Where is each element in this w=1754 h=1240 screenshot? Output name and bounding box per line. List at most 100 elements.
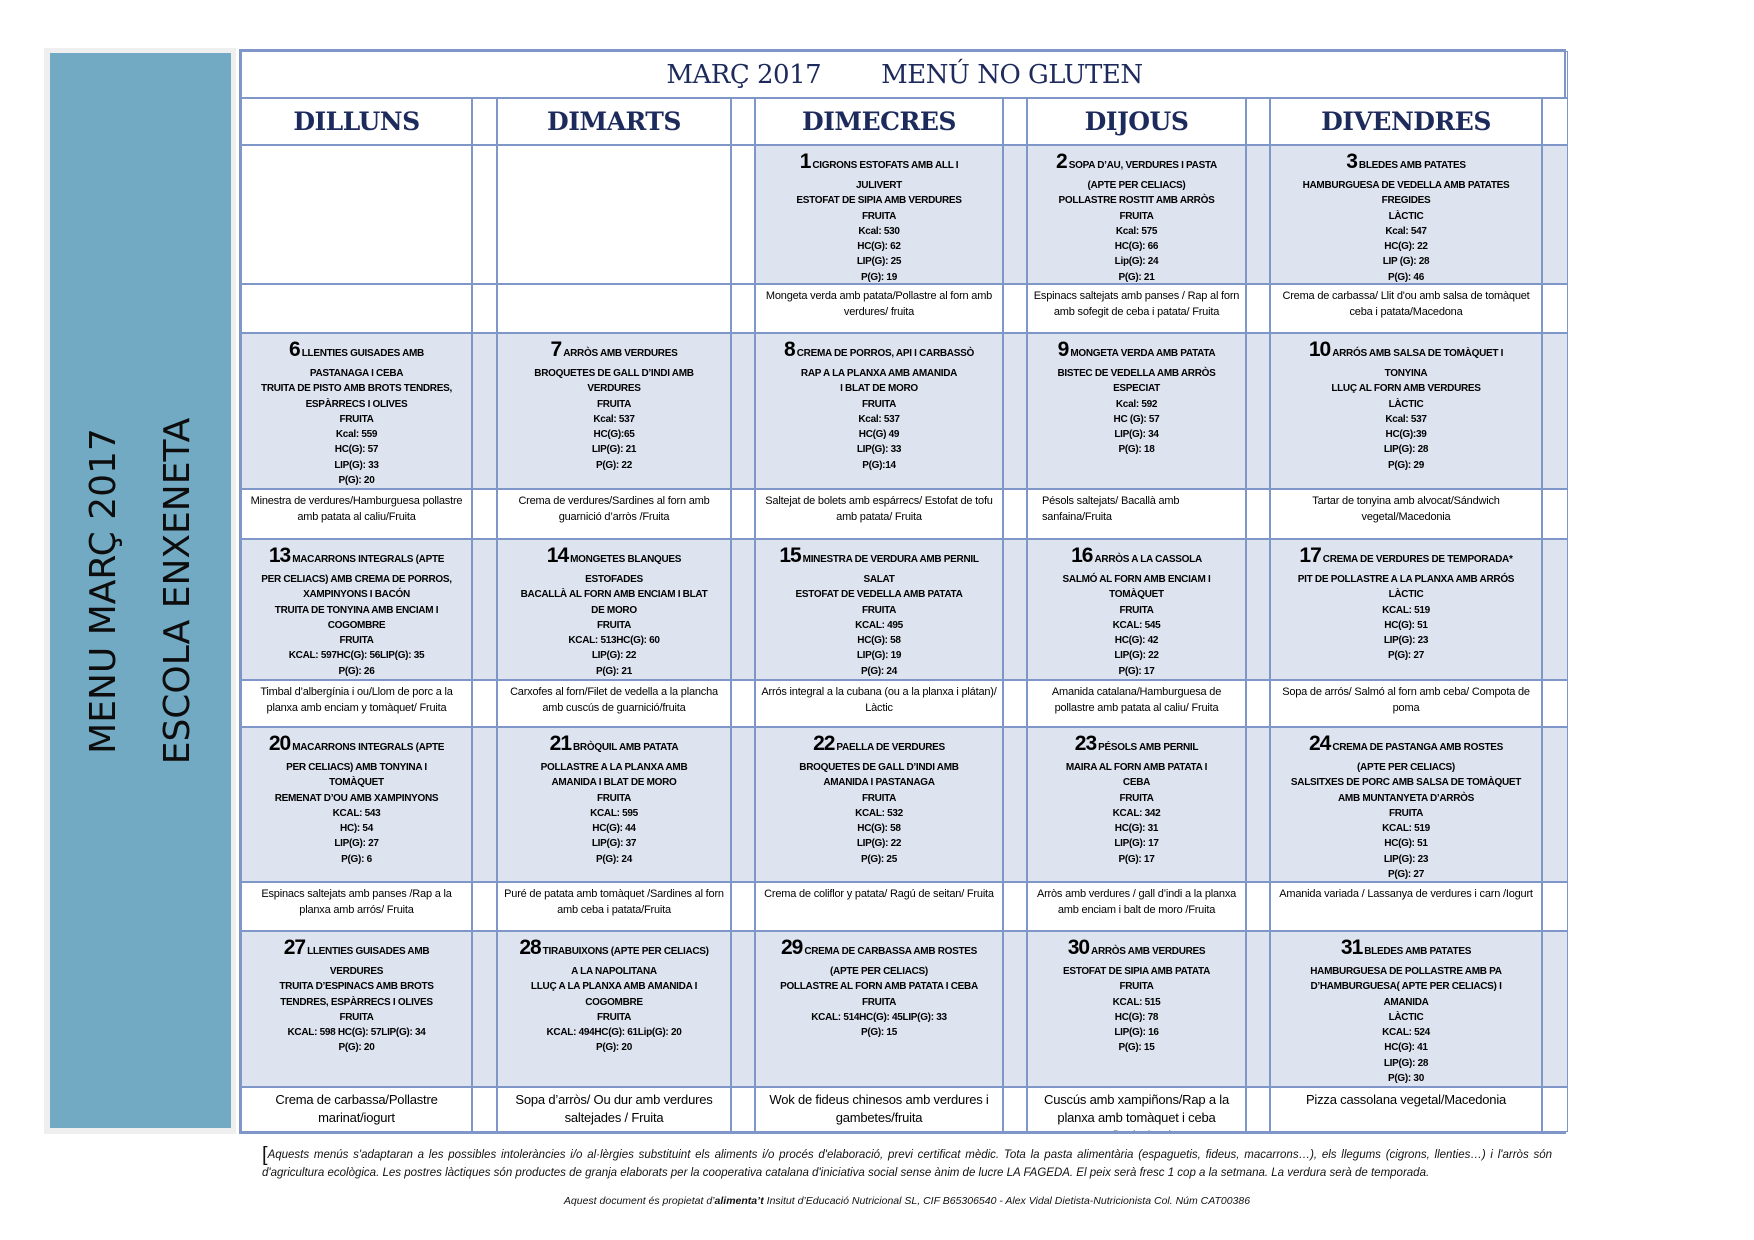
day-number: 29: [780, 936, 803, 959]
empty-day-cell: [497, 145, 731, 284]
dish-line: FRUITA: [596, 1011, 632, 1023]
nutrition-line: P(G): 15: [1118, 1042, 1155, 1054]
day-first-dish: 1 CIGRONS ESTOFATS AMB ALL I: [756, 150, 1002, 178]
dish-line: ESTOFAT DE VEDELLA AMB PATATA: [795, 589, 963, 601]
day-first-dish: 6 LLENTIES GUISADES AMB: [242, 338, 471, 366]
dinner-suggestion-13: Timbal d’albergínia i ou/Llom de porc a …: [241, 680, 472, 727]
dish-line: CEBA: [1122, 777, 1151, 789]
dish-line: (APTE PER CELIACS): [1357, 762, 1455, 773]
day-first-dish: 30 ARRÒS AMB VERDURES: [1028, 936, 1245, 964]
nutrition-line: HC (G): 57: [1113, 413, 1160, 425]
day-first-dish: 28 TIRABUIXONS (APTE PER CELIACS): [498, 936, 730, 964]
dish-line: ESTOFAT DE SIPIA AMB PATATA: [1062, 966, 1211, 977]
nutrition-line: KCAL: 494HC(G): 61Lip(G): 20: [546, 1027, 682, 1039]
nutrition-line: KCAL: 519: [1382, 823, 1430, 835]
day-first-dish: 24 CREMA DE PASTANGA AMB ROSTES: [1271, 732, 1541, 760]
column-spacer: [1542, 1087, 1568, 1132]
column-spacer: [1003, 333, 1027, 489]
day-number: 22: [813, 732, 835, 755]
dinner-suggestion-1: Mongeta verda amb patata/Pollastre al fo…: [755, 284, 1003, 333]
day-number: 31: [1340, 936, 1363, 959]
day-first-dish: 21 BRÒQUIL AMB PATATA: [498, 732, 730, 760]
dish-line: LÀCTIC: [1388, 589, 1424, 601]
nutrition-line: HC): 54: [340, 823, 373, 835]
credit-suffix: Insitut d’Educació Nutricional SL, CIF B…: [763, 1195, 1251, 1207]
column-spacer: [1003, 98, 1027, 145]
dinner-suggestion-7: Crema de verdures/Sardines al forn amb g…: [497, 489, 731, 539]
nutrition-line: LIP(G): 17: [1114, 838, 1159, 850]
dish-line: FRUITA: [861, 604, 897, 616]
nutrition-line: HC(G): 51: [1384, 838, 1428, 850]
nutrition-line: P(G): 21: [1118, 271, 1155, 283]
dish-line: LLENTIES GUISADES AMB: [301, 348, 425, 359]
nutrition-line: LIP(G): 21: [591, 444, 637, 456]
dish-line: LÀCTIC: [1388, 210, 1424, 222]
column-spacer: [472, 98, 497, 145]
sidebar-title: MENU MARÇ 2017 ESCOLA ENXENETA: [67, 417, 215, 764]
column-spacer: [472, 539, 497, 680]
dish-line: MINESTRA DE VERDURA AMB PERNIL: [802, 554, 979, 565]
weekday-header-dimecres: DIMECRES: [755, 98, 1003, 145]
dish-line: FRUITA: [1119, 792, 1154, 804]
nutrition-line: P(G): 22: [596, 459, 632, 471]
nutrition-line: HC(G): 78: [1114, 1011, 1159, 1023]
dish-line: CIGRONS ESTOFATS AMB ALL I: [812, 160, 959, 171]
dish-line: HAMBURGUESA DE VEDELLA AMB PATATES: [1302, 180, 1510, 191]
dish-line: (APTE PER CELIACS): [1087, 180, 1186, 191]
day-number: 8: [784, 338, 796, 361]
column-spacer: [731, 727, 755, 882]
column-spacer: [1003, 727, 1027, 882]
credit-brand: alimenta’t: [714, 1195, 764, 1207]
nutrition-line: LIP(G): 22: [1114, 650, 1159, 662]
day-cell-6: 6 LLENTIES GUISADES AMB PASTANAGA I CEBA TR…: [241, 333, 472, 489]
column-spacer: [1246, 539, 1270, 680]
month-title: MARÇ 2017: [666, 59, 822, 90]
dinner-suggestion-23: Arròs amb verdures / gall d’indi a la pl…: [1027, 882, 1246, 931]
dinner-suggestion-24: Amanida variada / Lassanya de verdures i…: [1270, 882, 1542, 931]
day-first-dish: 16 ARRÒS A LA CASSOLA: [1028, 544, 1245, 572]
dinner-suggestion-21: Puré de patata amb tomàquet /Sardines al…: [497, 882, 731, 931]
dish-line: CREMA DE PORROS, API I CARBASSÒ: [796, 348, 975, 359]
nutrition-line: P(G): 29: [1388, 459, 1424, 471]
dish-line: AMANIDA I BLAT DE MORO: [551, 777, 677, 789]
day-cell-10: 10 ARRÓS AMB SALSA DE TOMÀQUET I TONYINA LL…: [1270, 333, 1542, 489]
nutrition-line: P(G): 20: [338, 475, 375, 487]
dish-line: BLEDES AMB PATATES: [1358, 160, 1466, 171]
nutrition-line: P(G): 27: [1388, 869, 1424, 881]
weekday-header-dilluns: DILLUNS: [241, 98, 472, 145]
dish-line: CREMA DE CARBASSA AMB ROSTES: [804, 946, 978, 957]
dish-line: FRUITA: [339, 413, 374, 425]
day-cell-9: 9 MONGETA VERDA AMB PATATA BISTEC DE VEDEL…: [1027, 333, 1246, 489]
nutrition-line: HC(G): 58: [857, 823, 901, 835]
day-first-dish: 2 SOPA D’AU, VERDURES I PASTA: [1028, 150, 1245, 178]
nutrition-line: LIP(G): 16: [1114, 1027, 1159, 1039]
day-cell-2: 2 SOPA D’AU, VERDURES I PASTA (APTE PER CE…: [1027, 145, 1246, 284]
dish-line: VERDURES: [587, 383, 641, 395]
dinner-suggestion-6: Minestra de verdures/Hamburguesa pollast…: [241, 489, 472, 539]
day-number: 27: [283, 936, 306, 959]
nutrition-line: P(G): 20: [596, 1042, 632, 1054]
column-spacer: [1246, 98, 1270, 145]
day-cell-30: 30 ARRÒS AMB VERDURES ESTOFAT DE SIPIA AMB…: [1027, 931, 1246, 1087]
day-first-dish: 8 CREMA DE PORROS, API I CARBASSÒ: [756, 338, 1002, 366]
dinner-suggestion-10: Tartar de tonyina amb alvocat/Sándwich v…: [1270, 489, 1542, 539]
credit-prefix: Aquest document és propietat d’: [563, 1195, 715, 1207]
dish-line: A LA NAPOLITANA: [571, 966, 657, 977]
nutrition-line: P(G): 27: [1388, 650, 1424, 662]
nutrition-line: LIP(G): 23: [1383, 635, 1429, 647]
nutrition-line: Kcal: 575: [1115, 225, 1158, 237]
column-spacer: [472, 145, 497, 284]
day-first-dish: 23 PÉSOLS AMB PERNIL: [1028, 732, 1245, 760]
nutrition-line: HC(G): 62: [857, 241, 901, 253]
dish-line: POLLASTRE A LA PLANXA AMB: [540, 762, 688, 773]
day-number: 21: [549, 732, 572, 755]
column-spacer: [1003, 882, 1027, 931]
nutrition-line: P(G): 30: [1388, 1073, 1424, 1085]
empty-dinner-cell: [241, 284, 472, 333]
weekday-header-dijous: DIJOUS: [1027, 98, 1246, 145]
dish-line: ARRÒS AMB VERDURES: [563, 348, 678, 359]
nutrition-line: HC(G): 41: [1384, 1042, 1428, 1054]
nutrition-line: P(G): 24: [596, 853, 632, 865]
day-number: 9: [1057, 338, 1070, 361]
nutrition-line: Kcal: 537: [593, 413, 635, 425]
